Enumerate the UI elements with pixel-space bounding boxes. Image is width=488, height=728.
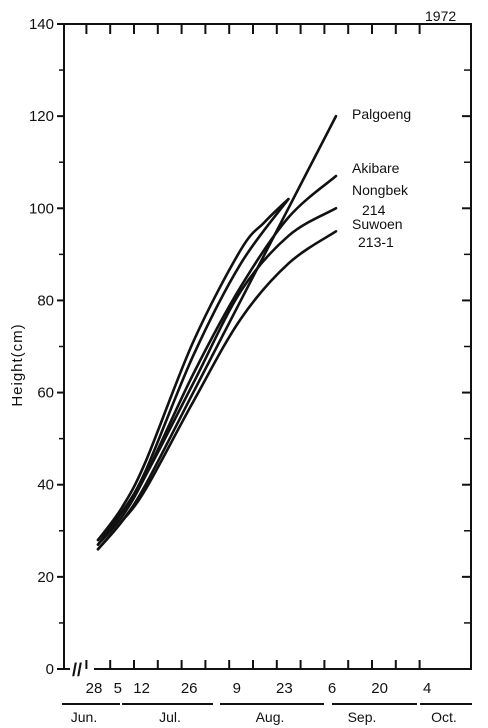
date-tick-label: 28	[86, 680, 103, 697]
date-tick-label: 20	[371, 680, 388, 697]
series-label: Suwoen	[352, 216, 403, 232]
month-label: Aug.	[256, 709, 285, 725]
axis-break-mark: //	[72, 660, 82, 680]
series-label: 214	[362, 202, 386, 218]
series-label: Akibare	[352, 160, 400, 176]
y-axis-label: Height(cm)	[9, 323, 26, 406]
y-tick-label: 60	[37, 385, 54, 402]
month-bars: Jun. Jul. Aug. Sep. Oct.	[62, 703, 472, 725]
date-tick-label: 9	[233, 680, 241, 697]
year-label: 1972	[425, 8, 456, 24]
series-line-5	[96, 230, 338, 551]
y-tick-label: 120	[29, 108, 54, 125]
month-label: Jun.	[71, 709, 97, 725]
series-lines	[96, 114, 338, 551]
y-tick-label: 140	[29, 16, 54, 33]
date-tick-label: 26	[181, 680, 198, 697]
month-label: Sep.	[348, 709, 377, 725]
date-tick-label: 6	[328, 680, 336, 697]
series-line-1	[96, 174, 338, 546]
date-tick-label: 5	[114, 680, 122, 697]
x-date-labels: 28 5 12 26 9 23 6 20 4	[86, 680, 432, 697]
axis-break-gap	[70, 664, 94, 674]
y-tick-label: 80	[37, 292, 54, 309]
month-label: Oct.	[431, 709, 457, 725]
series-label: Palgoeng	[352, 106, 411, 122]
date-tick-label: 23	[276, 680, 293, 697]
series-line-3	[96, 206, 338, 542]
y-tick-label: 0	[46, 661, 54, 678]
y-tick-labels: 0 20 40 60 80 100 120 140	[29, 16, 54, 678]
series-label: 213-1	[358, 234, 394, 250]
tick-marks	[57, 23, 471, 670]
series-label: Nongbek	[352, 182, 409, 198]
y-tick-label: 40	[37, 477, 54, 494]
y-tick-label: 20	[37, 569, 54, 586]
date-tick-label: 12	[133, 680, 150, 697]
date-tick-label: 4	[423, 680, 431, 697]
month-label: Jul.	[159, 709, 181, 725]
series-line-4	[96, 197, 290, 542]
y-tick-label: 100	[29, 200, 54, 217]
